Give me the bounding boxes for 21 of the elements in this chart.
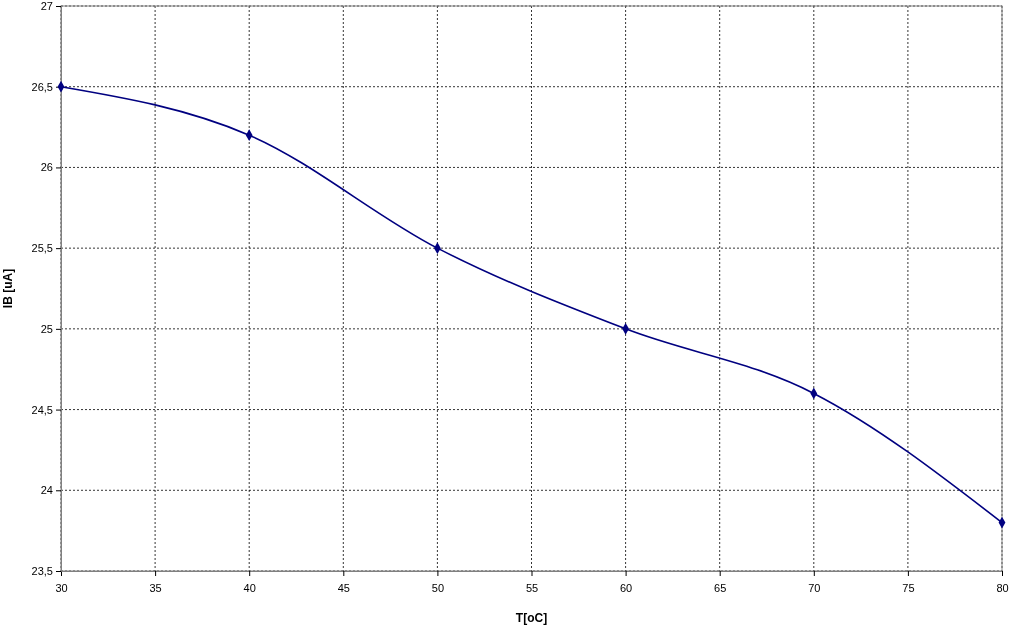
x-tick-label: 50 — [431, 582, 445, 595]
y-tick-label: 24,5 — [31, 403, 53, 416]
y-axis-title: IB [uA] — [1, 268, 15, 309]
x-tick-label: 70 — [808, 582, 821, 595]
x-axis-title: T[oC] — [515, 611, 548, 625]
x-tick-label: 80 — [996, 582, 1009, 595]
x-tick-label: 30 — [55, 582, 68, 595]
y-tick-label: 27 — [40, 0, 53, 13]
y-tick-label: 23,5 — [31, 565, 53, 578]
x-tick-label: 40 — [243, 582, 256, 595]
x-tick-label: 35 — [149, 582, 162, 595]
x-tick-label: 60 — [619, 582, 633, 595]
x-tick-label: 55 — [525, 582, 539, 595]
x-tick-label: 45 — [337, 582, 350, 595]
x-tick-label: 75 — [902, 582, 915, 595]
x-tick-label: 65 — [714, 582, 727, 595]
y-tick-label: 24 — [40, 484, 53, 497]
y-tick-label: 25 — [40, 322, 53, 335]
y-tick-label: 26,5 — [31, 80, 53, 93]
y-tick-label: 26 — [40, 161, 53, 174]
y-tick-label: 25,5 — [31, 242, 53, 255]
